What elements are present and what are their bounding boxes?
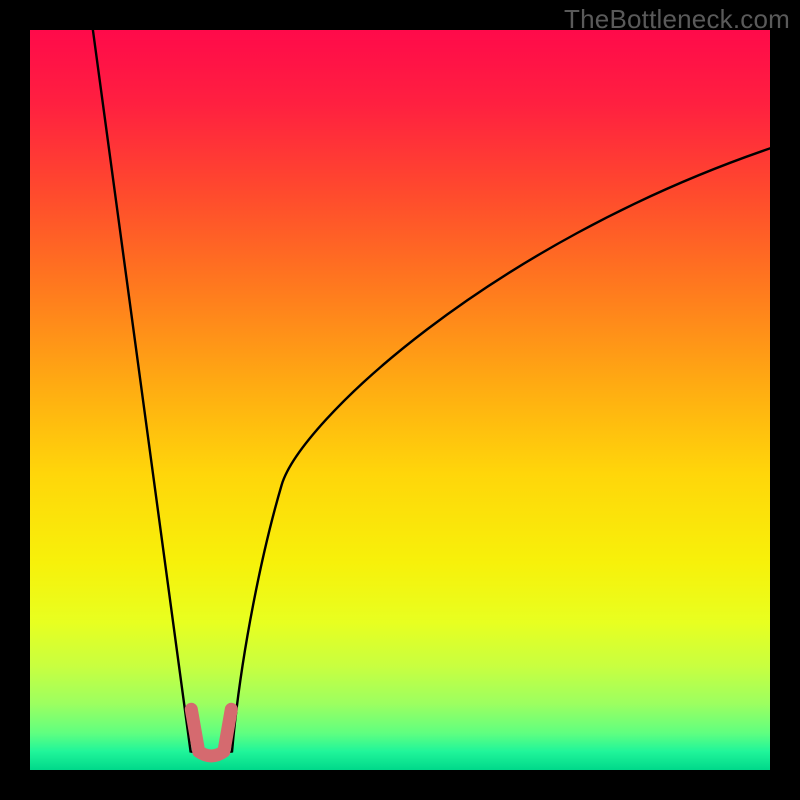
bottleneck-chart <box>0 0 800 800</box>
plot-background <box>30 30 770 770</box>
watermark-text: TheBottleneck.com <box>564 4 790 35</box>
chart-container: TheBottleneck.com <box>0 0 800 800</box>
